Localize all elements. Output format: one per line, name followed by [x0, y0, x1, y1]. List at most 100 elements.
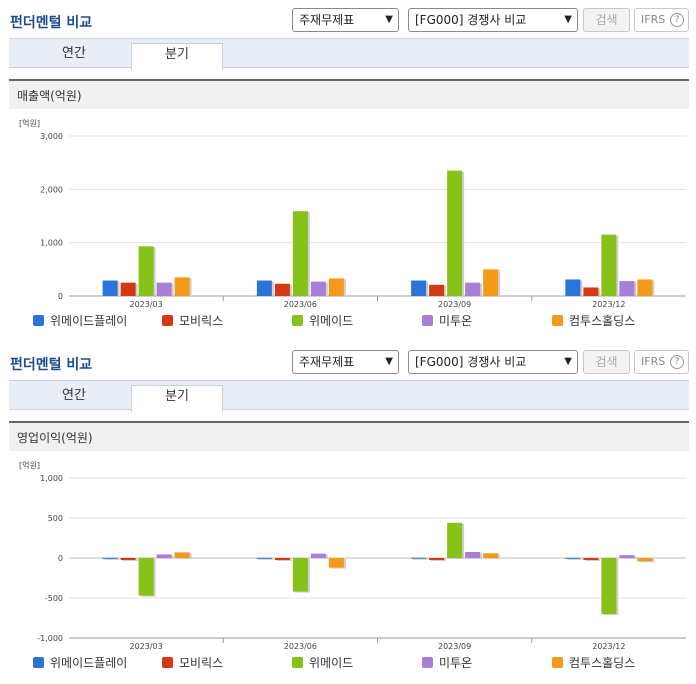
- legend-item[interactable]: 미투온: [422, 313, 472, 329]
- bar[interactable]: [583, 558, 599, 560]
- bar[interactable]: [174, 552, 190, 558]
- bar[interactable]: [447, 522, 463, 558]
- bar[interactable]: [102, 557, 118, 559]
- bar[interactable]: [447, 170, 463, 296]
- compare-select[interactable]: [FG000] 경쟁사 비교 ▼: [408, 8, 578, 32]
- ifrs-help-button[interactable]: IFRS ?: [634, 8, 689, 32]
- legend-label: 위메이드: [309, 314, 354, 328]
- bar[interactable]: [619, 281, 635, 296]
- panel-title: 펀더멘털 비교: [10, 15, 93, 31]
- bar[interactable]: [637, 558, 653, 562]
- legend-label: 컴투스홀딩스: [569, 656, 636, 670]
- bar[interactable]: [601, 558, 617, 614]
- bar[interactable]: [565, 279, 581, 296]
- compare-select[interactable]: [FG000] 경쟁사 비교 ▼: [408, 350, 578, 374]
- bar[interactable]: [465, 552, 481, 558]
- tab-quarterly[interactable]: 분기: [131, 43, 223, 70]
- legend-item[interactable]: 모비릭스: [162, 313, 223, 329]
- legend-swatch: [162, 315, 173, 326]
- bar[interactable]: [483, 553, 499, 558]
- legend-item[interactable]: 위메이드: [292, 655, 353, 671]
- statement-select[interactable]: 주재무제표 ▼: [292, 8, 399, 32]
- legend-item[interactable]: 컴투스홀딩스: [552, 655, 635, 671]
- fundamental-panel-revenue: 펀더멘털 비교 주재무제표 ▼ [FG000] 경쟁사 비교 ▼ 검색 IFRS…: [0, 0, 696, 328]
- tab-annual[interactable]: 연간: [62, 388, 86, 403]
- bar[interactable]: [565, 557, 581, 559]
- bar[interactable]: [310, 281, 326, 296]
- chevron-down-icon: ▼: [385, 356, 393, 367]
- legend-swatch: [422, 315, 433, 326]
- bar[interactable]: [156, 554, 172, 558]
- compare-select-value: [FG000] 경쟁사 비교: [415, 13, 527, 27]
- chart-legend: 위메이드플레이 모비릭스 위메이드 미투온 컴투스홀딩스: [9, 313, 689, 333]
- bar[interactable]: [411, 557, 427, 559]
- legend-swatch: [33, 657, 44, 668]
- bar[interactable]: [310, 553, 326, 558]
- legend-item[interactable]: 위메이드플레이: [33, 655, 127, 671]
- tab-quarterly[interactable]: 분기: [131, 385, 223, 412]
- bar[interactable]: [483, 269, 499, 296]
- bar[interactable]: [292, 558, 308, 592]
- bar[interactable]: [156, 282, 172, 296]
- statement-select[interactable]: 주재무제표 ▼: [292, 350, 399, 374]
- revenue-chart-svg: [억원] 0 1,000 2,000 3,000 2023/03 2023/06 2023/0…: [19, 118, 686, 309]
- bar[interactable]: [465, 282, 481, 296]
- ifrs-label: IFRS: [641, 355, 666, 368]
- tab-annual[interactable]: 연간: [62, 46, 86, 61]
- legend-item[interactable]: 미투온: [422, 655, 472, 671]
- bar[interactable]: [274, 283, 290, 296]
- statement-select-value: 주재무제표: [299, 355, 355, 369]
- bar[interactable]: [328, 278, 344, 296]
- bar[interactable]: [411, 280, 427, 296]
- x-tick-label: 2023/03: [130, 300, 163, 309]
- bar[interactable]: [601, 234, 617, 296]
- legend-item[interactable]: 위메이드: [292, 313, 353, 329]
- bar[interactable]: [429, 558, 445, 560]
- bar[interactable]: [256, 557, 272, 559]
- legend-label: 모비릭스: [179, 656, 224, 670]
- bar[interactable]: [138, 246, 154, 296]
- bar[interactable]: [274, 558, 290, 560]
- bar[interactable]: [328, 558, 344, 568]
- legend-swatch: [292, 657, 303, 668]
- legend-swatch: [552, 657, 563, 668]
- y-unit-label: [억원]: [19, 460, 40, 470]
- legend-label: 미투온: [439, 314, 473, 328]
- legend-label: 위메이드: [309, 656, 354, 670]
- legend-item[interactable]: 위메이드플레이: [33, 313, 127, 329]
- panel-header: 펀더멘털 비교 주재무제표 ▼ [FG000] 경쟁사 비교 ▼ 검색 IFRS…: [0, 0, 696, 38]
- bar[interactable]: [120, 282, 136, 296]
- bar[interactable]: [138, 558, 154, 596]
- section-title: 매출액(억원): [17, 89, 82, 103]
- section-header: 영업이익(억원): [9, 421, 689, 451]
- bar-shadow: [413, 558, 429, 560]
- search-button[interactable]: 검색: [583, 350, 630, 374]
- legend-swatch: [162, 657, 173, 668]
- bar-shadow: [258, 558, 274, 560]
- fundamental-panel-operating-profit: 펀더멘털 비교 주재무제표 ▼ [FG000] 경쟁사 비교 ▼ 검색 IFRS…: [0, 342, 696, 670]
- bar[interactable]: [102, 280, 118, 296]
- chevron-down-icon: ▼: [564, 14, 572, 25]
- legend-item[interactable]: 모비릭스: [162, 655, 223, 671]
- bar[interactable]: [637, 279, 653, 296]
- search-button[interactable]: 검색: [583, 8, 630, 32]
- bar[interactable]: [174, 277, 190, 296]
- ifrs-help-button[interactable]: IFRS ?: [634, 350, 689, 374]
- bar[interactable]: [429, 284, 445, 296]
- x-tick-label: 2023/12: [592, 642, 625, 651]
- compare-select-value: [FG000] 경쟁사 비교: [415, 355, 527, 369]
- bar[interactable]: [583, 287, 599, 296]
- bar-shadow: [567, 558, 583, 560]
- x-tick-label: 2023/06: [284, 300, 317, 309]
- chevron-down-icon: ▼: [385, 14, 393, 25]
- x-tick-label: 2023/06: [284, 642, 317, 651]
- chart-legend: 위메이드플레이 모비릭스 위메이드 미투온 컴투스홀딩스: [9, 655, 689, 675]
- bar[interactable]: [120, 558, 136, 560]
- legend-item[interactable]: 컴투스홀딩스: [552, 313, 635, 329]
- period-tabs: 연간 분기: [9, 38, 689, 70]
- legend-swatch: [422, 657, 433, 668]
- bar[interactable]: [619, 555, 635, 558]
- bar[interactable]: [292, 211, 308, 296]
- revenue-chart: [억원] 0 1,000 2,000 3,000 2023/03 2023/06 2023/0…: [9, 116, 689, 312]
- bar[interactable]: [256, 280, 272, 296]
